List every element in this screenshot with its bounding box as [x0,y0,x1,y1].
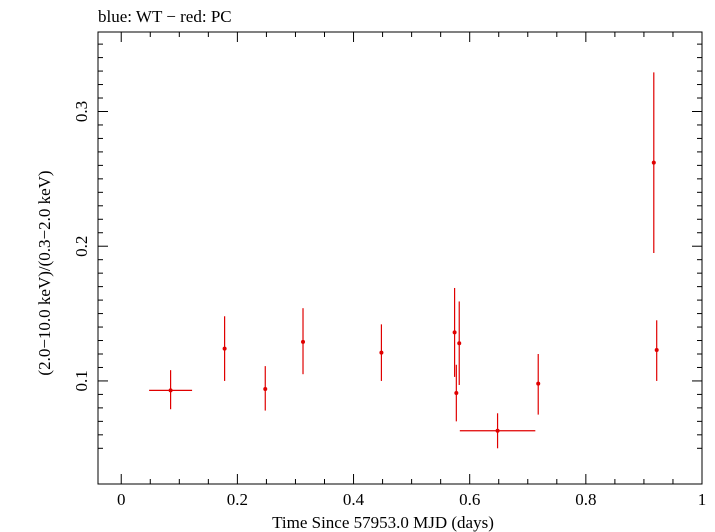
x-tick-label: 0 [117,490,126,509]
y-tick-label: 0.2 [72,236,91,257]
x-tick-labels: 0 0.2 0.4 0.6 0.8 1 [117,490,706,509]
data-point [536,381,541,386]
y-axis-label: (2.0−10.0 keV)/(0.3−2.0 keV) [35,170,54,375]
data-point [222,346,227,351]
chart-title: blue: WT − red: PC [98,7,232,26]
x-tick-label: 0.6 [459,490,480,509]
data-point [651,160,656,165]
data-point [263,387,268,392]
y-tick-label: 0.1 [72,370,91,391]
x-tick-label: 1 [698,490,707,509]
y-tick-labels: 0.1 0.2 0.3 [72,101,91,392]
data-point [379,350,384,355]
y-tick-label: 0.3 [72,101,91,122]
x-tick-label: 0.4 [343,490,365,509]
x-axis-label: Time Since 57953.0 MJD (days) [272,513,494,532]
data-point [454,391,459,396]
data-point [495,428,500,433]
x-tick-label: 0.2 [227,490,248,509]
data-point [301,339,306,344]
axis-ticks [98,32,703,484]
data-point [654,347,659,352]
plot-frame [97,31,703,485]
data-point [457,341,462,346]
data-point [452,330,457,335]
x-tick-label: 0.8 [575,490,596,509]
data-marks [149,72,659,449]
data-point [168,388,173,393]
